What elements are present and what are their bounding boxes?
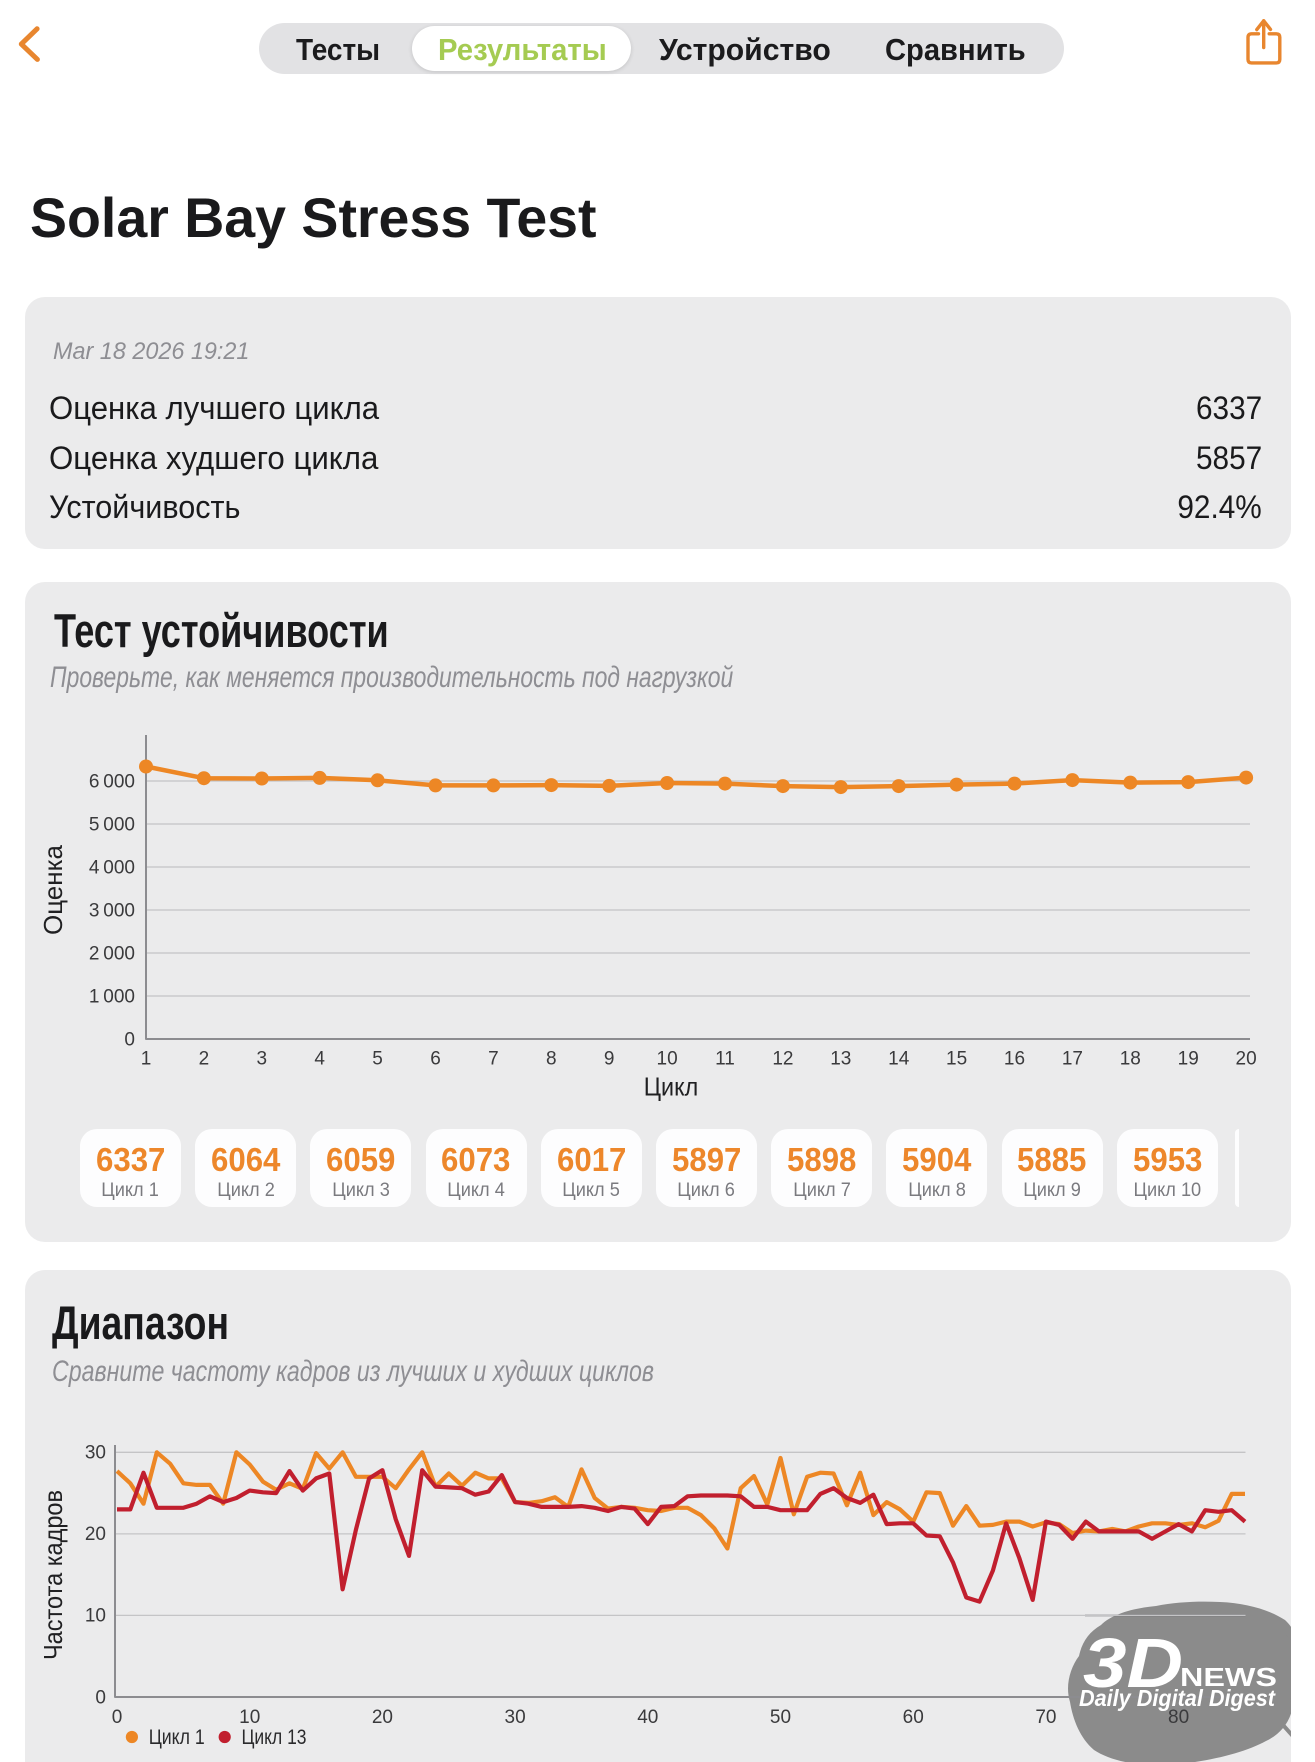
svg-text:1: 1 xyxy=(141,1049,152,1070)
svg-text:18: 18 xyxy=(1120,1049,1141,1070)
svg-text:10: 10 xyxy=(85,1606,106,1627)
svg-text:20: 20 xyxy=(85,1524,106,1545)
svg-text:19: 19 xyxy=(1178,1049,1199,1070)
svg-text:3 000: 3 000 xyxy=(89,900,135,921)
svg-text:16: 16 xyxy=(1004,1049,1025,1070)
svg-text:13: 13 xyxy=(830,1049,851,1070)
svg-text:3D: 3D xyxy=(1083,1624,1183,1702)
svg-text:15: 15 xyxy=(946,1049,967,1070)
svg-text:Daily Digital Digest: Daily Digital Digest xyxy=(1079,1685,1276,1711)
svg-text:10: 10 xyxy=(239,1707,260,1728)
svg-text:30: 30 xyxy=(505,1707,526,1728)
svg-text:50: 50 xyxy=(770,1707,791,1728)
svg-text:0: 0 xyxy=(112,1707,123,1728)
svg-text:1 000: 1 000 xyxy=(89,986,135,1007)
svg-text:2 000: 2 000 xyxy=(89,943,135,964)
svg-text:9: 9 xyxy=(604,1049,615,1070)
svg-text:8: 8 xyxy=(546,1049,557,1070)
svg-text:Оценка: Оценка xyxy=(38,844,68,935)
svg-text:14: 14 xyxy=(888,1049,910,1070)
svg-text:0: 0 xyxy=(95,1687,106,1708)
svg-text:3: 3 xyxy=(257,1049,268,1070)
svg-text:17: 17 xyxy=(1062,1049,1083,1070)
svg-text:Цикл 13: Цикл 13 xyxy=(242,1726,307,1749)
svg-text:NEWS: NEWS xyxy=(1180,1662,1277,1692)
svg-text:10: 10 xyxy=(657,1049,678,1070)
svg-text:20: 20 xyxy=(1236,1049,1257,1070)
svg-text:30: 30 xyxy=(85,1443,106,1464)
svg-text:6 000: 6 000 xyxy=(89,771,135,792)
svg-text:5: 5 xyxy=(372,1049,383,1070)
svg-text:12: 12 xyxy=(772,1049,793,1070)
svg-text:Частота кадров: Частота кадров xyxy=(38,1490,68,1660)
svg-text:2: 2 xyxy=(199,1049,210,1070)
svg-text:Цикл: Цикл xyxy=(644,1072,698,1102)
svg-text:70: 70 xyxy=(1035,1707,1056,1728)
svg-text:40: 40 xyxy=(637,1707,658,1728)
svg-text:7: 7 xyxy=(488,1049,499,1070)
svg-text:20: 20 xyxy=(372,1707,393,1728)
svg-text:0: 0 xyxy=(124,1029,135,1050)
svg-text:Цикл 1: Цикл 1 xyxy=(149,1726,205,1749)
svg-text:4: 4 xyxy=(314,1049,325,1070)
svg-text:6: 6 xyxy=(430,1049,441,1070)
svg-text:5 000: 5 000 xyxy=(89,814,135,835)
svg-text:11: 11 xyxy=(715,1049,735,1070)
svg-text:4 000: 4 000 xyxy=(89,857,135,878)
svg-text:60: 60 xyxy=(903,1707,924,1728)
svg-text:80: 80 xyxy=(1168,1707,1189,1728)
